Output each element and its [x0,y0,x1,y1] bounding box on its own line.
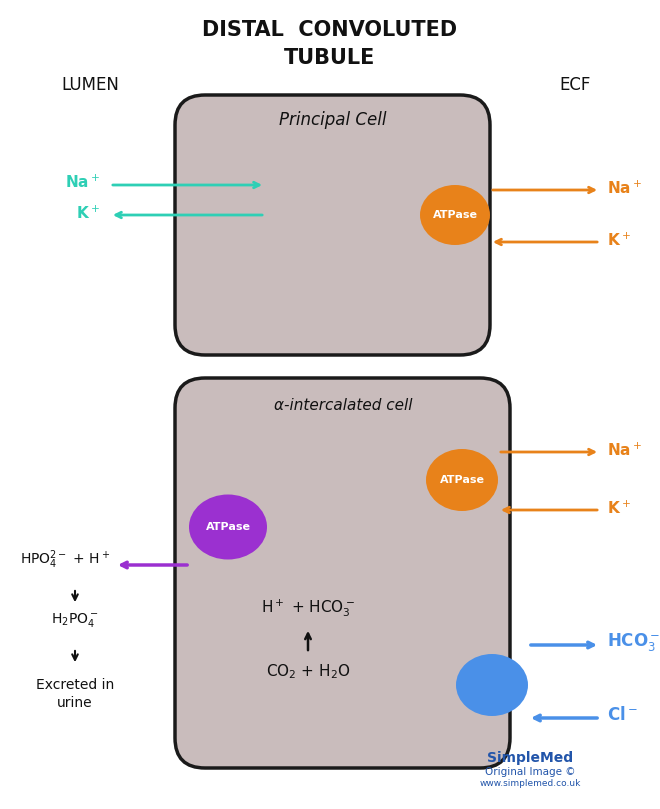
Text: HCO$_3^-$: HCO$_3^-$ [607,631,660,653]
Text: urine: urine [57,696,93,710]
Text: Excreted in: Excreted in [36,678,114,692]
Text: TUBULE: TUBULE [284,48,376,68]
Text: LUMEN: LUMEN [61,76,119,94]
FancyBboxPatch shape [175,95,490,355]
Text: ATPase: ATPase [432,210,477,220]
Text: ECF: ECF [559,76,591,94]
Text: Na$^+$: Na$^+$ [65,173,100,191]
Text: SimpleMed: SimpleMed [487,751,573,765]
Text: Na$^+$: Na$^+$ [607,180,642,197]
Text: Original Image ©: Original Image © [484,767,576,777]
Text: www.simplemed.co.uk: www.simplemed.co.uk [479,780,581,789]
FancyBboxPatch shape [175,378,510,768]
Ellipse shape [420,185,490,245]
Text: ATPase: ATPase [440,475,484,485]
Text: H$_2$PO$_4^-$: H$_2$PO$_4^-$ [51,611,99,629]
Text: Cl$^-$: Cl$^-$ [607,706,638,724]
Text: Principal Cell: Principal Cell [279,111,387,129]
Text: K$^+$: K$^+$ [607,499,631,517]
Text: K$^+$: K$^+$ [76,205,100,222]
Ellipse shape [189,494,267,560]
Text: Na$^+$: Na$^+$ [607,442,642,459]
Text: ATPase: ATPase [205,522,251,532]
Text: α-intercalated cell: α-intercalated cell [274,397,412,413]
Ellipse shape [456,654,528,716]
Text: H$^+$ + HCO$_3^-$: H$^+$ + HCO$_3^-$ [261,597,355,619]
Text: DISTAL  CONVOLUTED: DISTAL CONVOLUTED [203,20,457,40]
Text: HPO$_4^{2-}$ + H$^+$: HPO$_4^{2-}$ + H$^+$ [20,549,110,571]
Text: K$^+$: K$^+$ [607,231,631,248]
Text: CO$_2$ + H$_2$O: CO$_2$ + H$_2$O [266,663,350,681]
Ellipse shape [426,449,498,511]
